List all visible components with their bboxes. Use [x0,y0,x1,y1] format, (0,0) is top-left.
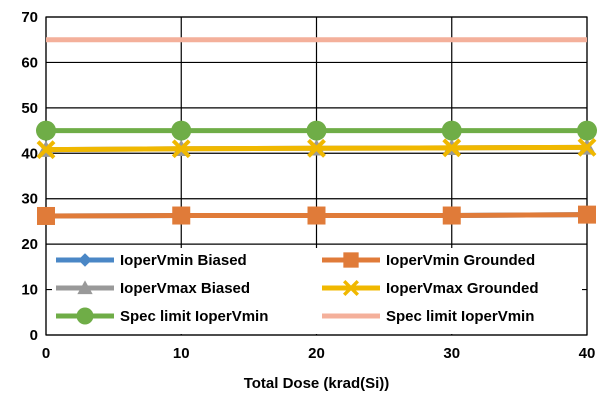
y-tick-label: 70 [21,9,38,26]
series-4-point-3 [441,120,462,141]
legend-marker [76,307,94,325]
plot-area [45,16,588,336]
x-tick-label: 30 [443,345,460,362]
legend-label: IoperVmin Biased [120,252,247,269]
series-1-point-1 [172,206,191,225]
series-3-point-0 [36,140,56,160]
legend: IoperVmin Biased IoperVmin Grounded IoperV… [56,252,539,325]
series-1-point-2 [307,206,326,225]
series-1-point-0 [37,206,55,225]
y-tick-label: 0 [30,327,38,344]
legend-marker [77,280,93,295]
series-1-point-3 [442,206,461,225]
series-4-point-2 [306,120,327,141]
series-1-point-4 [578,205,596,224]
legend-marker [342,279,360,297]
series-3-point-3 [442,138,462,158]
series-4 [36,120,597,141]
series-3-point-4 [577,137,597,157]
y-tick-label: 40 [21,145,38,162]
x-tick-label: 0 [42,345,50,362]
plot-series [36,37,597,225]
legend-marker [78,253,92,267]
legend-label: IoperVmax Biased [120,280,250,297]
legend-item-2: IoperVmax Biased [56,280,250,297]
y-tick-label: 50 [21,100,38,117]
x-tick-label: 40 [579,345,596,362]
series-3-point-1 [171,139,191,159]
x-axis-title: Total Dose (krad(Si)) [244,375,390,392]
legend-item-4: Spec limit IoperVmin [56,307,268,325]
y-tick-label: 30 [21,191,38,208]
series-3-point-2 [307,138,326,158]
x-tick-label: 10 [173,345,190,362]
legend-label: Spec limit IoperVmin [120,308,268,325]
y-tick-label: 10 [21,282,38,299]
series-1 [37,205,596,225]
legend-item-0: IoperVmin Biased [56,252,247,269]
legend-label: IoperVmax Grounded [386,280,539,297]
tick-labels: 0 10 20 30 40 50 60 70 0 10 20 30 40 [21,9,595,362]
legend-item-3: IoperVmax Grounded [322,279,539,297]
y-tick-label: 20 [21,236,38,253]
x-tick-label: 20 [308,345,325,362]
legend-item-1: IoperVmin Grounded [322,252,535,269]
series-4-point-1 [171,120,192,141]
legend-label: Spec limit IoperVmin [386,308,534,325]
series-4-point-0 [36,120,56,141]
y-tick-label: 60 [21,54,38,71]
legend-box [52,248,582,334]
legend-marker [343,252,359,268]
series-3 [36,137,597,160]
legend-item-5: Spec limit IoperVmin [322,308,534,325]
series-4-point-4 [577,120,597,141]
legend-label: IoperVmin Grounded [386,252,535,269]
